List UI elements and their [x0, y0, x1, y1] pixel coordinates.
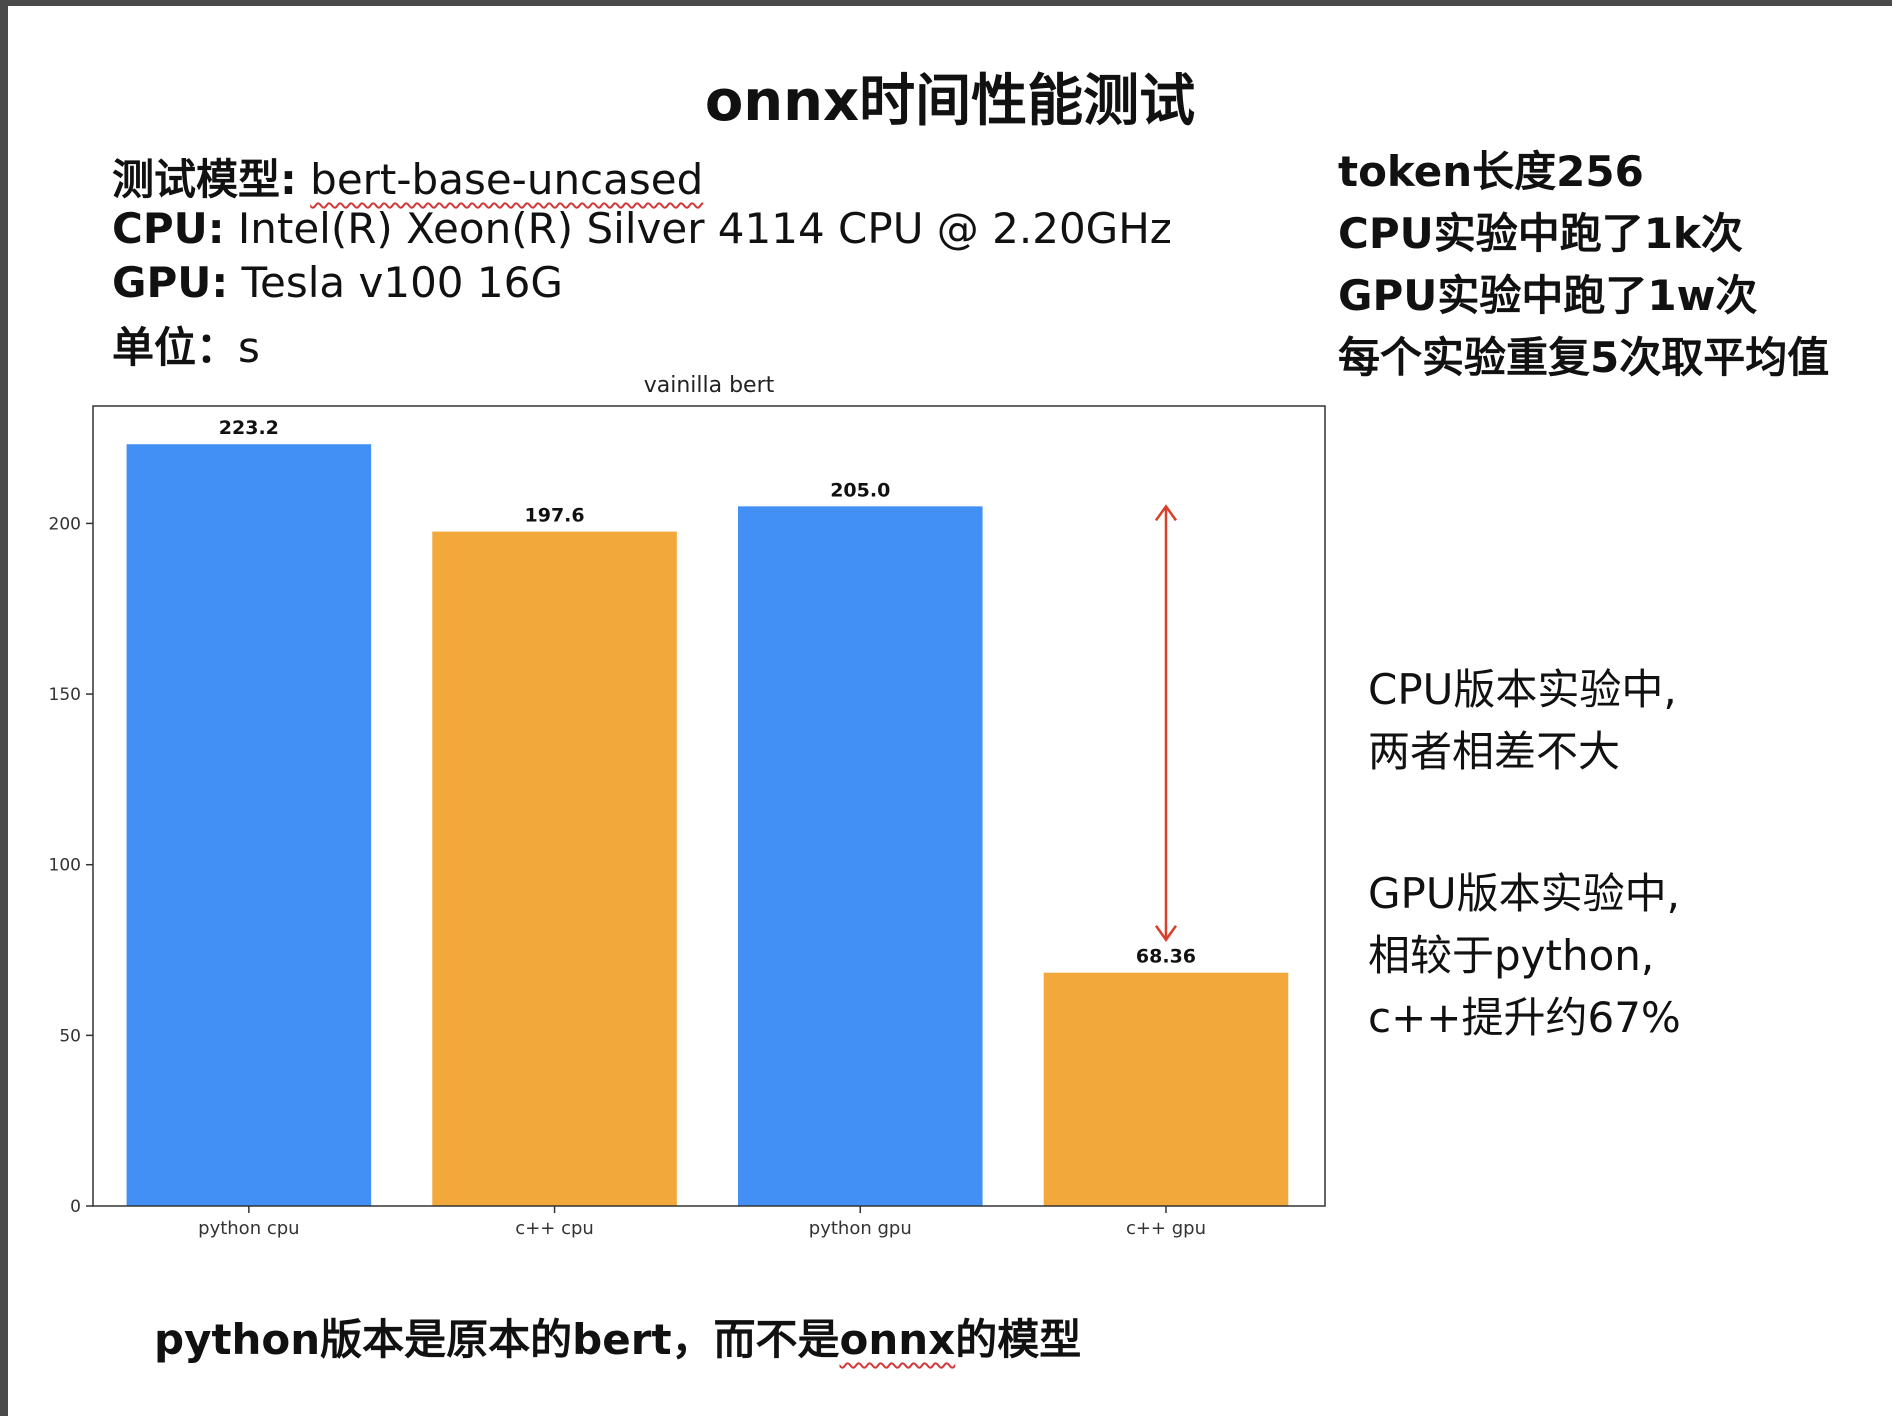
info-label: GPU:	[112, 258, 229, 307]
info-label: 测试模型:	[112, 155, 297, 204]
page-title: onnx时间性能测试	[704, 69, 1196, 134]
footer-text-end: 的模型	[955, 1315, 1082, 1364]
note-gpu-line3: c++提升约67%	[1368, 993, 1681, 1042]
info-unit: 单位：s	[112, 314, 260, 375]
info-model: 测试模型: bert-base-uncased	[112, 146, 703, 207]
info-label: CPU:	[112, 204, 225, 253]
data-label: 205.0	[830, 479, 890, 501]
x-tick-label: c++ gpu	[1126, 1218, 1206, 1239]
x-tick-label: python cpu	[198, 1218, 299, 1239]
info-value	[297, 155, 310, 204]
note-cpu-line2: 两者相差不大	[1368, 727, 1621, 776]
info-value-underlined: bert-base-uncased	[310, 155, 704, 204]
x-tick-label: python gpu	[809, 1218, 912, 1239]
y-tick-label: 100	[49, 856, 81, 876]
note-gpu-line1: GPU版本实验中,	[1368, 869, 1680, 918]
slide: onnx时间性能测试 测试模型: bert-base-uncased CPU: …	[8, 6, 1892, 1416]
note-gpu-line2: 相较于python,	[1368, 931, 1655, 980]
bar-python-cpu	[126, 444, 372, 1207]
bar-c-cpu	[432, 531, 677, 1206]
info-cpu: CPU: Intel(R) Xeon(R) Silver 4114 CPU @ …	[112, 204, 1172, 253]
info-label: 单位：	[112, 323, 239, 372]
setting-cpu-runs: CPU实验中跑了1k次	[1338, 209, 1743, 258]
footer-note: python版本是原本的bert，而不是onnx的模型	[154, 1306, 1081, 1367]
y-tick-label: 150	[49, 685, 81, 705]
info-value: Tesla v100 16G	[228, 258, 563, 307]
info-value: s	[238, 323, 260, 372]
info-value: Intel(R) Xeon(R) Silver 4114 CPU @ 2.20G…	[224, 204, 1172, 253]
bar-python-gpu	[737, 506, 983, 1206]
data-label: 68.36	[1136, 946, 1196, 968]
arrow-head-top	[1154, 504, 1177, 522]
plot-frame	[92, 405, 1326, 1207]
setting-token-length: token长度256	[1338, 147, 1644, 196]
footer-text-underlined: onnx	[839, 1315, 956, 1364]
note-cpu-line1: CPU版本实验中,	[1368, 665, 1677, 714]
setting-gpu-runs: GPU实验中跑了1w次	[1338, 271, 1758, 320]
y-tick-label: 0	[70, 1197, 81, 1217]
y-tick-label: 50	[59, 1026, 81, 1046]
bar-chart: vainilla bert 223.2 197.6 205.0 68.36 0 50 100 1…	[49, 373, 1326, 1239]
footer-text: python版本是原本的bert，而不是	[154, 1315, 840, 1364]
arrow-head-bottom	[1154, 925, 1177, 942]
x-tick-label: c++ cpu	[515, 1218, 594, 1239]
chart-title: vainilla bert	[644, 373, 775, 398]
y-tick-label: 200	[49, 514, 81, 534]
bar-c-gpu	[1043, 972, 1289, 1206]
data-label: 223.2	[219, 417, 279, 439]
info-gpu: GPU: Tesla v100 16G	[112, 258, 563, 307]
setting-repeat: 每个实验重复5次取平均值	[1338, 333, 1830, 382]
data-label: 197.6	[525, 505, 585, 527]
